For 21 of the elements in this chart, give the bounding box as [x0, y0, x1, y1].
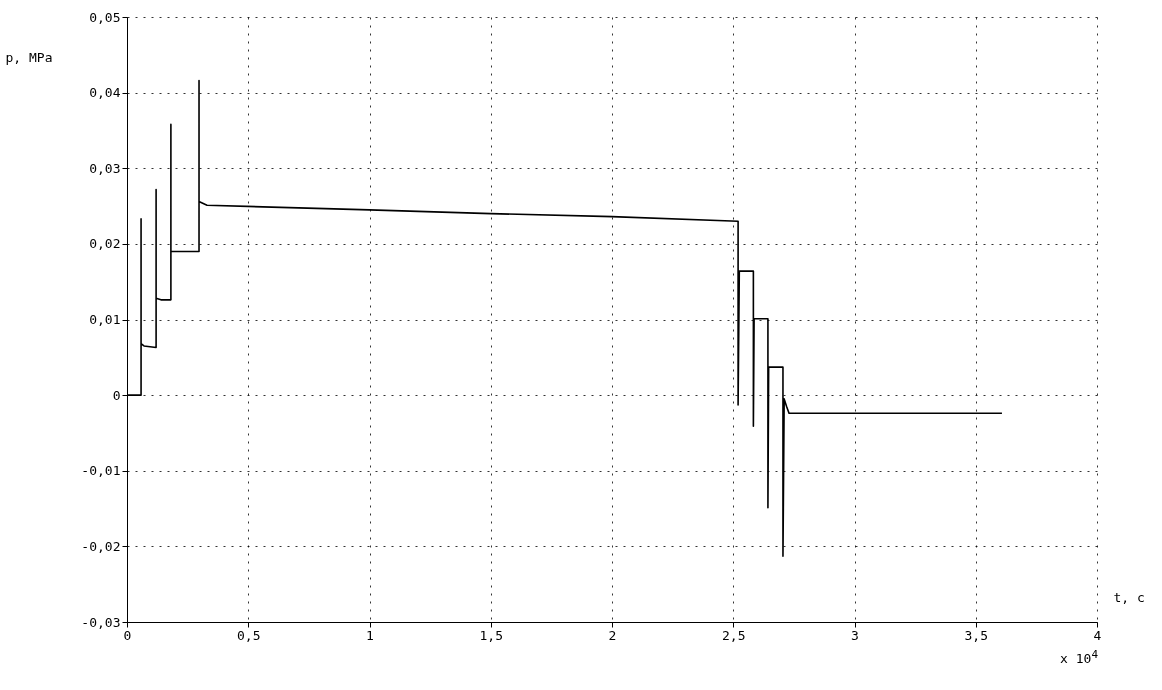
x-tick-label: 2 [608, 627, 617, 643]
x-tick-label: 1,5 [479, 627, 503, 643]
y-tick-label: 0 [112, 387, 121, 403]
x-tick-label: 3,5 [964, 627, 988, 643]
y-tick-label: 0,05 [89, 9, 121, 25]
y-tick-label: 0,04 [89, 85, 121, 101]
x-axis-title: t, c [1113, 589, 1145, 605]
y-tick-label: 0,01 [89, 312, 121, 327]
x-tick-label: 4 [1093, 627, 1102, 643]
y-tick-label: -0,03 [81, 614, 121, 630]
y-tick-label: -0,02 [81, 538, 121, 554]
x-tick-label: 2,5 [722, 627, 746, 643]
text: x 10$^{4}$ [1060, 648, 1098, 667]
x-tick-label: 1 [366, 627, 374, 643]
y-tick-label: 0,03 [89, 160, 121, 176]
y-axis-title: p, MPa [5, 49, 53, 65]
x-tick-label: 0,5 [237, 627, 261, 643]
y-tick-label: -0,01 [81, 463, 121, 479]
x-tick-label: 3 [851, 627, 859, 643]
y-tick-label: 0,02 [89, 236, 121, 252]
x-tick-label: 0 [123, 627, 132, 643]
